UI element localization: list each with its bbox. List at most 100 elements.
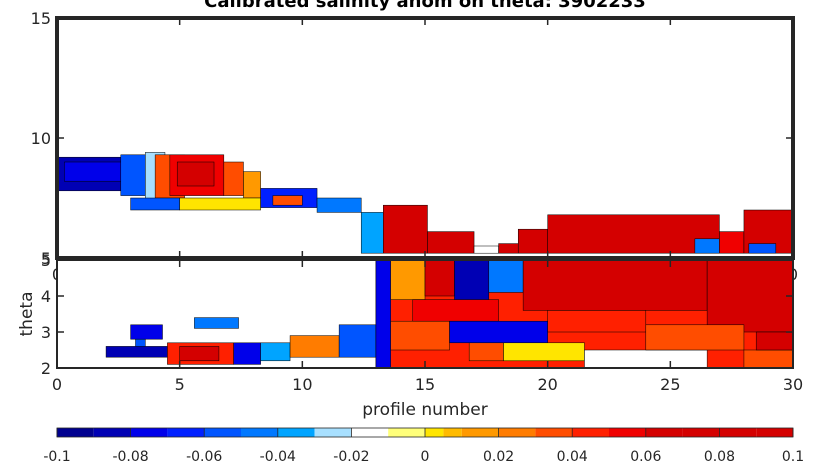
colorbar-tick-label: 0.06 xyxy=(630,449,661,465)
upper-contour-cell xyxy=(130,197,180,211)
colorbar: -0.1 -0.08 -0.06 -0.04 -0.02 0 0.02 0.04 0.06 0.0… xyxy=(43,427,804,465)
lower-contour-cell xyxy=(179,346,220,362)
colorbar-swatch xyxy=(498,428,536,437)
y-axis-label: theta xyxy=(17,292,37,337)
lower-x-tick-label: 25 xyxy=(660,375,680,394)
colorbar-swatch xyxy=(167,428,205,437)
colorbar-swatch xyxy=(388,428,425,437)
lower-contour-cell xyxy=(260,342,291,362)
lower-contour-fill xyxy=(105,259,794,369)
lower-x-tick-label: 5 xyxy=(175,375,185,394)
upper-contour-cell xyxy=(176,161,215,187)
colorbar-tick-label: 0.1 xyxy=(782,449,804,465)
colorbar-ticks: -0.1 -0.08 -0.06 -0.04 -0.02 0 0.02 0.04 0.06 0.0… xyxy=(43,428,804,465)
upper-contour-cell xyxy=(719,231,745,254)
lower-contour-cell xyxy=(547,310,647,333)
lower-contour-cell xyxy=(338,324,377,358)
upper-contour-cell xyxy=(223,161,244,196)
lower-y-tick-label: 2 xyxy=(41,359,51,378)
upper-contour-cell xyxy=(748,243,777,254)
lower-contour-cell xyxy=(645,324,745,351)
lower-x-tick-label: 10 xyxy=(292,375,312,394)
upper-contour-cell xyxy=(272,195,303,206)
lower-contour-cell xyxy=(412,299,499,322)
colorbar-swatch xyxy=(443,428,462,437)
colorbar-tick-label: -0.06 xyxy=(186,449,222,465)
lower-x-tick-label: 20 xyxy=(537,375,557,394)
lower-contour-cell xyxy=(449,320,548,344)
colorbar-swatch xyxy=(719,428,757,437)
colorbar-swatch xyxy=(425,428,444,437)
colorbar-swatch xyxy=(609,428,646,437)
colorbar-swatches xyxy=(57,428,793,437)
colorbar-swatch xyxy=(645,428,683,437)
colorbar-swatch xyxy=(314,428,352,437)
upper-contour-cell xyxy=(383,204,428,254)
lower-contour-cell xyxy=(130,324,163,340)
upper-contour-cell xyxy=(64,161,122,182)
upper-contour-cell xyxy=(498,243,519,254)
upper-panel: 0051015 xyxy=(31,9,798,284)
upper-y-tick-label: 15 xyxy=(31,9,51,28)
lower-contour-cell xyxy=(743,349,794,369)
colorbar-tick-label: 0 xyxy=(421,449,430,465)
lower-y-tick-label: 5 xyxy=(41,251,51,270)
lower-contour-cell xyxy=(503,342,585,362)
lower-contour-cell xyxy=(390,320,450,351)
colorbar-swatch xyxy=(130,428,168,437)
colorbar-swatch xyxy=(461,428,499,437)
lower-contour-cell xyxy=(194,317,239,329)
colorbar-tick-label: -0.08 xyxy=(112,449,148,465)
upper-y-tick-label: 5 xyxy=(41,249,51,268)
upper-contour-fill xyxy=(56,152,794,254)
colorbar-swatch xyxy=(756,428,793,437)
lower-contour-cell xyxy=(488,259,524,293)
colorbar-tick-label: -0.04 xyxy=(260,449,296,465)
upper-y-tick-label: 10 xyxy=(31,129,51,148)
colorbar-swatch xyxy=(351,428,389,437)
colorbar-swatch xyxy=(277,428,315,437)
colorbar-swatch xyxy=(57,428,94,437)
lower-x-tick-label: 30 xyxy=(783,375,803,394)
lower-contour-cell xyxy=(454,259,490,304)
upper-contour-cell xyxy=(360,212,384,254)
lower-panel: 0 5 10 15 20 25 30 2 3 4 5 xyxy=(41,251,803,394)
lower-ticks: 0 5 10 15 20 25 30 2 3 4 5 xyxy=(41,251,803,394)
lower-x-tick-label: 15 xyxy=(415,375,435,394)
upper-contour-cell xyxy=(243,171,261,199)
lower-contour-cell xyxy=(105,346,168,358)
upper-contour-cell xyxy=(694,238,720,254)
upper-contour-cell xyxy=(547,214,720,254)
colorbar-swatch xyxy=(572,428,609,437)
lower-contour-cell xyxy=(706,259,794,333)
lower-y-tick-label: 4 xyxy=(41,287,51,306)
lower-contour-cell xyxy=(424,259,455,297)
lower-contour-cell xyxy=(289,335,340,358)
colorbar-swatch xyxy=(93,428,131,437)
chart-title: Calibrated salinity anom on theta: 39022… xyxy=(204,0,646,12)
upper-contour-cell xyxy=(316,197,362,213)
colorbar-swatch xyxy=(241,428,278,437)
upper-contour-cell xyxy=(517,228,548,254)
upper-contour-cell xyxy=(179,197,261,211)
colorbar-swatch xyxy=(535,428,573,437)
colorbar-tick-label: 0.04 xyxy=(557,449,588,465)
lower-y-tick-label: 3 xyxy=(41,323,51,342)
colorbar-swatch xyxy=(682,428,720,437)
colorbar-tick-label: 0.02 xyxy=(483,449,514,465)
colorbar-tick-label: 0.08 xyxy=(704,449,735,465)
lower-contour-cell xyxy=(233,342,261,365)
upper-contour-cell xyxy=(473,245,499,254)
upper-contour-cell xyxy=(120,154,146,196)
lower-contour-cell xyxy=(755,331,794,351)
lower-contour-cell xyxy=(390,259,426,300)
colorbar-swatch xyxy=(204,428,241,437)
lower-contour-cell xyxy=(375,259,391,369)
lower-contour-cell xyxy=(522,259,708,311)
lower-contour-cell xyxy=(468,342,504,362)
upper-contour-cell xyxy=(427,231,475,254)
lower-x-tick-label: 0 xyxy=(52,375,62,394)
colorbar-tick-label: -0.1 xyxy=(43,449,70,465)
lower-contour-cell xyxy=(584,349,708,369)
